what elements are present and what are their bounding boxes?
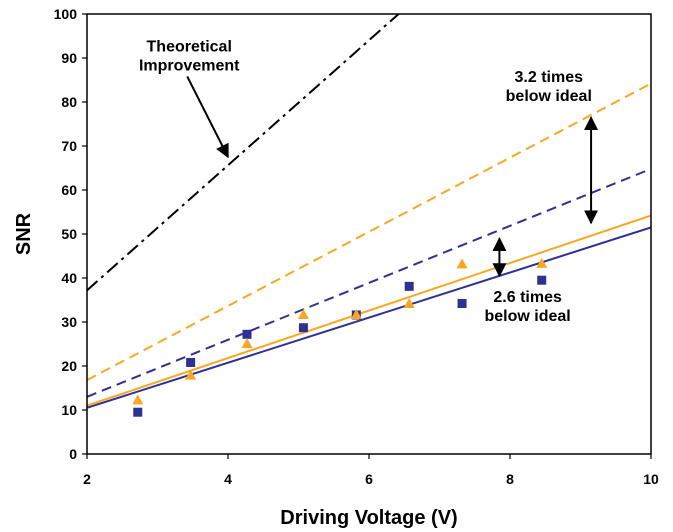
ideal-dashed-line xyxy=(87,82,651,381)
x-tick-label: 4 xyxy=(224,471,232,487)
data-point-triangle xyxy=(241,338,253,348)
pointer-arrow xyxy=(186,75,229,159)
data-point-triangle xyxy=(536,257,548,268)
y-tick-label: 100 xyxy=(54,6,78,22)
data-point-square xyxy=(537,275,547,285)
data-point-triangle xyxy=(456,258,468,269)
x-tick-label: 2 xyxy=(83,471,91,487)
y-tick-label: 20 xyxy=(61,358,77,374)
annotation-text: 3.2 times xyxy=(515,69,584,86)
data-point-triangle xyxy=(403,297,415,308)
y-tick-label: 0 xyxy=(69,446,77,462)
y-axis-title: SNR xyxy=(13,212,35,255)
y-tick-label: 70 xyxy=(61,138,77,154)
x-tick-label: 8 xyxy=(506,471,514,487)
data-point-triangle xyxy=(350,308,362,319)
ideal-dashed-line xyxy=(87,167,651,398)
fit-line xyxy=(87,214,651,407)
y-tick-label: 90 xyxy=(61,50,77,66)
x-axis-title: Driving Voltage (V) xyxy=(280,507,457,529)
annotation-text: below ideal xyxy=(506,88,592,105)
y-tick-label: 60 xyxy=(61,182,77,198)
theoretical-line xyxy=(87,14,400,292)
y-tick-label: 10 xyxy=(61,402,77,418)
data-point-square xyxy=(457,299,467,309)
y-tick-label: 30 xyxy=(61,314,77,330)
annotation-text: below ideal xyxy=(485,308,571,325)
data-point-square xyxy=(186,357,196,367)
x-tick-label: 6 xyxy=(365,471,373,487)
annotation-text: 2.6 times xyxy=(493,289,562,306)
data-point-square xyxy=(298,323,308,333)
data-point-triangle xyxy=(185,369,197,380)
data-point-triangle xyxy=(297,308,309,319)
data-point-square xyxy=(242,329,252,339)
fit-line xyxy=(87,226,651,409)
annotation-text: Theoretical xyxy=(147,38,232,55)
y-tick-label: 50 xyxy=(61,226,77,242)
annotation-text: Improvement xyxy=(139,57,240,74)
data-point-square xyxy=(133,407,143,417)
data-point-square xyxy=(404,281,414,291)
x-tick-label: 10 xyxy=(643,471,659,487)
y-tick-label: 40 xyxy=(61,270,77,286)
y-tick-label: 80 xyxy=(61,94,77,110)
data-point-triangle xyxy=(132,394,144,405)
